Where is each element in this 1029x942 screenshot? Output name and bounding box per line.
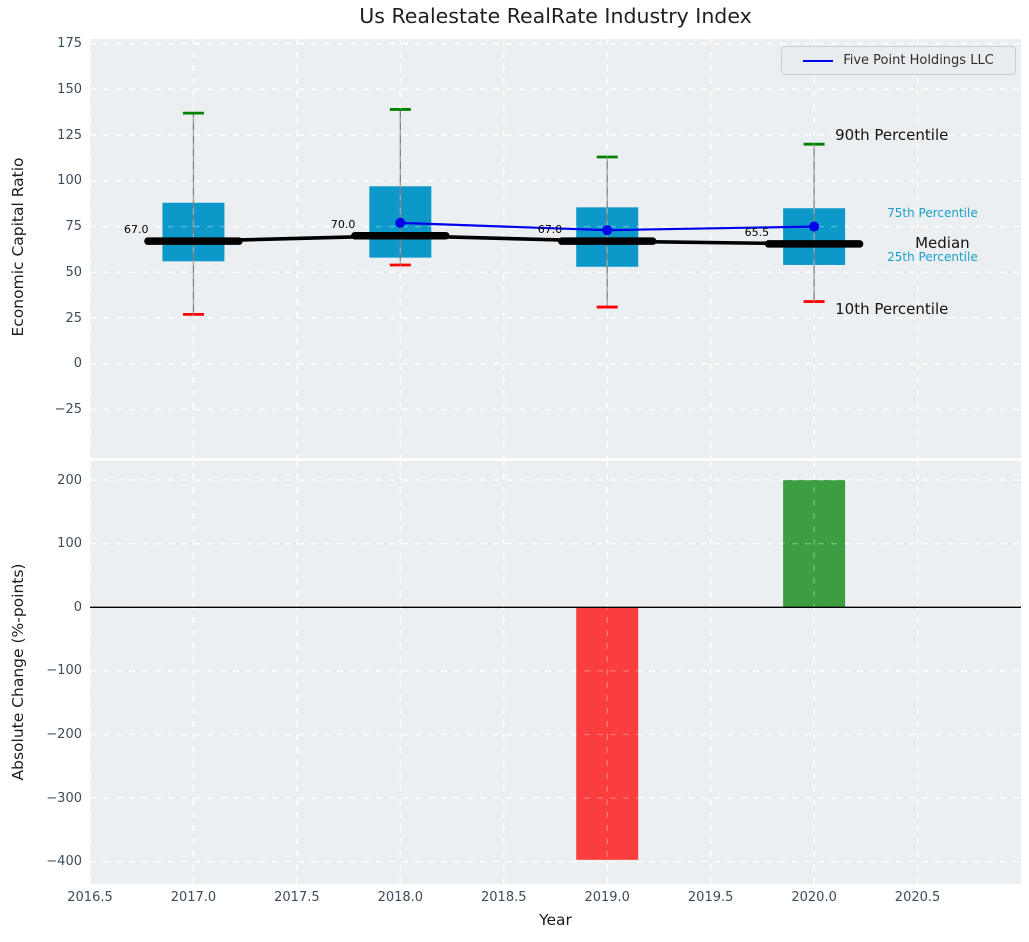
company-point-2019 (602, 225, 613, 236)
y-tick-label-bottom: 100 (57, 536, 82, 552)
percentile-label-25th: 25th Percentile (887, 250, 978, 265)
legend-line-sample (803, 59, 834, 62)
x-tick-label: 2019.0 (584, 890, 630, 905)
y-tick-label-bottom: −300 (46, 790, 82, 806)
x-axis-label: Year (539, 911, 572, 929)
bar-2019 (576, 607, 639, 860)
percentile-label-10th: 10th Percentile (835, 300, 949, 319)
x-tick-label: 2020.5 (894, 890, 941, 905)
legend-label: Five Point Holdings LLC (843, 53, 994, 68)
y-tick-label-bottom: −200 (46, 727, 82, 743)
x-tick-label: 2016.5 (67, 890, 113, 905)
y-axis-label-bottom: Absolute Change (%-points) (9, 563, 27, 781)
company-point-2020 (809, 221, 820, 232)
bottom-plot-area (90, 461, 1021, 884)
y-tick-label-top: 150 (57, 81, 82, 97)
x-tick-label: 2017.5 (274, 890, 320, 905)
percentile-label-75th: 75th Percentile (887, 206, 978, 221)
plot-canvas (90, 39, 1021, 458)
x-tick-label: 2018.5 (481, 890, 527, 905)
y-tick-label-bottom: 200 (57, 472, 82, 488)
median-line (193, 233, 815, 246)
plot-canvas (90, 461, 1021, 884)
y-tick-label-top: 25 (65, 310, 82, 326)
y-tick-label-top: 50 (65, 264, 82, 280)
y-tick-label-top: −25 (54, 402, 82, 417)
percentile-label-90th: 90th Percentile (835, 125, 949, 144)
median-annotation-2018: 70.0 (330, 217, 356, 231)
y-tick-label-top: 175 (57, 36, 82, 52)
median-annotation-2017: 67.0 (123, 223, 149, 237)
y-tick-label-bottom: −100 (46, 663, 82, 679)
bar-2020 (783, 480, 846, 608)
y-tick-label-bottom: −400 (46, 854, 82, 870)
chart-title: Us Realestate RealRate Industry Index (359, 4, 752, 28)
y-axis-label-top: Economic Capital Ratio (9, 157, 27, 337)
y-tick-label-top: 0 (73, 356, 82, 372)
x-tick-label: 2020.0 (791, 890, 837, 905)
y-tick-label-top: 100 (57, 173, 82, 189)
x-tick-label: 2019.5 (687, 890, 734, 905)
x-tick-label: 2017.0 (170, 890, 217, 905)
median-annotation-2020: 65.5 (744, 225, 770, 239)
median-annotation-2019: 67.0 (537, 223, 563, 237)
y-tick-label-top: 125 (57, 127, 82, 143)
y-tick-label-bottom: 0 (73, 599, 82, 615)
y-tick-label-top: 75 (65, 219, 82, 235)
x-tick-label: 2018.0 (377, 890, 424, 905)
legend: Five Point Holdings LLC (781, 46, 1016, 75)
top-plot-area: 67.0 70.0 67.0 65.5 90th Percentile 75th Perc… (90, 39, 1021, 458)
percentile-label-median: Median (915, 233, 970, 252)
company-point-2018 (395, 217, 406, 228)
